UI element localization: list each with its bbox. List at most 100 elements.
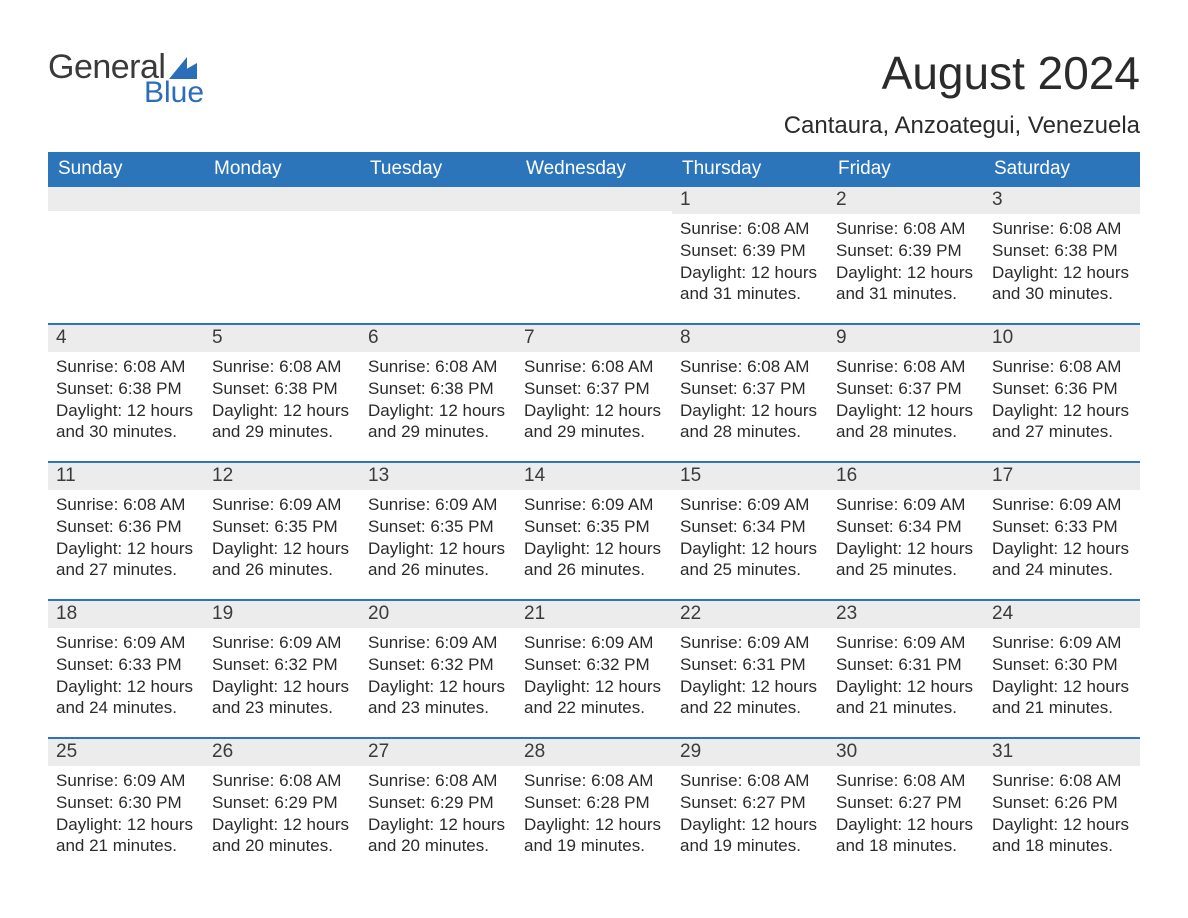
day-cell: 9Sunrise: 6:08 AMSunset: 6:37 PMDaylight… — [828, 325, 984, 461]
day-header: Sunday — [48, 152, 204, 187]
day-body: Sunrise: 6:09 AMSunset: 6:35 PMDaylight:… — [516, 490, 672, 599]
daylight-line: Daylight: 12 hours and 26 minutes. — [368, 538, 508, 582]
day-cell: 29Sunrise: 6:08 AMSunset: 6:27 PMDayligh… — [672, 739, 828, 875]
sunset-line: Sunset: 6:36 PM — [56, 516, 196, 538]
day-body — [516, 211, 672, 313]
sunrise-line: Sunrise: 6:08 AM — [836, 356, 976, 378]
sunrise-line: Sunrise: 6:08 AM — [680, 356, 820, 378]
sunset-line: Sunset: 6:35 PM — [212, 516, 352, 538]
day-number: 15 — [672, 463, 828, 490]
daylight-line: Daylight: 12 hours and 23 minutes. — [368, 676, 508, 720]
day-number: 21 — [516, 601, 672, 628]
sunset-line: Sunset: 6:26 PM — [992, 792, 1132, 814]
sunrise-line: Sunrise: 6:09 AM — [524, 632, 664, 654]
day-header: Thursday — [672, 152, 828, 187]
day-cell — [516, 187, 672, 323]
daylight-line: Daylight: 12 hours and 29 minutes. — [368, 400, 508, 444]
sunset-line: Sunset: 6:35 PM — [368, 516, 508, 538]
week-row: 25Sunrise: 6:09 AMSunset: 6:30 PMDayligh… — [48, 737, 1140, 875]
week-row: 18Sunrise: 6:09 AMSunset: 6:33 PMDayligh… — [48, 599, 1140, 737]
logo: General Blue — [48, 50, 204, 108]
day-body: Sunrise: 6:09 AMSunset: 6:32 PMDaylight:… — [360, 628, 516, 737]
sunset-line: Sunset: 6:39 PM — [680, 240, 820, 262]
daylight-line: Daylight: 12 hours and 26 minutes. — [524, 538, 664, 582]
day-body: Sunrise: 6:09 AMSunset: 6:30 PMDaylight:… — [984, 628, 1140, 737]
day-cell: 23Sunrise: 6:09 AMSunset: 6:31 PMDayligh… — [828, 601, 984, 737]
location-text: Cantaura, Anzoategui, Venezuela — [784, 112, 1140, 140]
day-body: Sunrise: 6:09 AMSunset: 6:33 PMDaylight:… — [48, 628, 204, 737]
sunrise-line: Sunrise: 6:08 AM — [836, 770, 976, 792]
day-cell: 6Sunrise: 6:08 AMSunset: 6:38 PMDaylight… — [360, 325, 516, 461]
sunset-line: Sunset: 6:38 PM — [992, 240, 1132, 262]
day-cell: 15Sunrise: 6:09 AMSunset: 6:34 PMDayligh… — [672, 463, 828, 599]
sunrise-line: Sunrise: 6:08 AM — [680, 770, 820, 792]
daylight-line: Daylight: 12 hours and 19 minutes. — [524, 814, 664, 858]
sunset-line: Sunset: 6:38 PM — [56, 378, 196, 400]
day-number: 6 — [360, 325, 516, 352]
sunrise-line: Sunrise: 6:08 AM — [992, 218, 1132, 240]
day-cell: 5Sunrise: 6:08 AMSunset: 6:38 PMDaylight… — [204, 325, 360, 461]
sunrise-line: Sunrise: 6:08 AM — [368, 356, 508, 378]
week-row: 4Sunrise: 6:08 AMSunset: 6:38 PMDaylight… — [48, 323, 1140, 461]
daylight-line: Daylight: 12 hours and 22 minutes. — [524, 676, 664, 720]
day-cell: 17Sunrise: 6:09 AMSunset: 6:33 PMDayligh… — [984, 463, 1140, 599]
daylight-line: Daylight: 12 hours and 28 minutes. — [680, 400, 820, 444]
day-cell: 7Sunrise: 6:08 AMSunset: 6:37 PMDaylight… — [516, 325, 672, 461]
calendar-grid: SundayMondayTuesdayWednesdayThursdayFrid… — [48, 152, 1140, 875]
day-cell: 2Sunrise: 6:08 AMSunset: 6:39 PMDaylight… — [828, 187, 984, 323]
sunset-line: Sunset: 6:31 PM — [836, 654, 976, 676]
daylight-line: Daylight: 12 hours and 31 minutes. — [680, 262, 820, 306]
sunset-line: Sunset: 6:30 PM — [56, 792, 196, 814]
day-body: Sunrise: 6:08 AMSunset: 6:27 PMDaylight:… — [672, 766, 828, 875]
day-cell: 4Sunrise: 6:08 AMSunset: 6:38 PMDaylight… — [48, 325, 204, 461]
sunrise-line: Sunrise: 6:09 AM — [992, 632, 1132, 654]
day-number: 25 — [48, 739, 204, 766]
daylight-line: Daylight: 12 hours and 31 minutes. — [836, 262, 976, 306]
day-cell: 16Sunrise: 6:09 AMSunset: 6:34 PMDayligh… — [828, 463, 984, 599]
day-cell: 25Sunrise: 6:09 AMSunset: 6:30 PMDayligh… — [48, 739, 204, 875]
day-number: 11 — [48, 463, 204, 490]
sunrise-line: Sunrise: 6:09 AM — [368, 632, 508, 654]
daylight-line: Daylight: 12 hours and 18 minutes. — [992, 814, 1132, 858]
day-number: 2 — [828, 187, 984, 214]
sunset-line: Sunset: 6:27 PM — [680, 792, 820, 814]
day-number: 12 — [204, 463, 360, 490]
day-body: Sunrise: 6:09 AMSunset: 6:31 PMDaylight:… — [828, 628, 984, 737]
day-body: Sunrise: 6:08 AMSunset: 6:29 PMDaylight:… — [360, 766, 516, 875]
day-cell: 26Sunrise: 6:08 AMSunset: 6:29 PMDayligh… — [204, 739, 360, 875]
title-block: August 2024 Cantaura, Anzoategui, Venezu… — [784, 50, 1140, 140]
day-body: Sunrise: 6:09 AMSunset: 6:32 PMDaylight:… — [516, 628, 672, 737]
day-body: Sunrise: 6:08 AMSunset: 6:37 PMDaylight:… — [672, 352, 828, 461]
sunset-line: Sunset: 6:31 PM — [680, 654, 820, 676]
day-number: 26 — [204, 739, 360, 766]
day-number — [204, 187, 360, 211]
page-header: General Blue August 2024 Cantaura, Anzoa… — [48, 50, 1140, 140]
day-number: 3 — [984, 187, 1140, 214]
day-cell: 18Sunrise: 6:09 AMSunset: 6:33 PMDayligh… — [48, 601, 204, 737]
day-body: Sunrise: 6:09 AMSunset: 6:30 PMDaylight:… — [48, 766, 204, 875]
day-number: 16 — [828, 463, 984, 490]
day-cell: 30Sunrise: 6:08 AMSunset: 6:27 PMDayligh… — [828, 739, 984, 875]
day-number: 22 — [672, 601, 828, 628]
sunrise-line: Sunrise: 6:08 AM — [56, 356, 196, 378]
sunrise-line: Sunrise: 6:08 AM — [992, 770, 1132, 792]
day-body: Sunrise: 6:09 AMSunset: 6:33 PMDaylight:… — [984, 490, 1140, 599]
sunset-line: Sunset: 6:37 PM — [680, 378, 820, 400]
month-title: August 2024 — [784, 50, 1140, 96]
day-number: 10 — [984, 325, 1140, 352]
day-cell: 27Sunrise: 6:08 AMSunset: 6:29 PMDayligh… — [360, 739, 516, 875]
day-number: 23 — [828, 601, 984, 628]
daylight-line: Daylight: 12 hours and 26 minutes. — [212, 538, 352, 582]
day-body — [204, 211, 360, 313]
daylight-line: Daylight: 12 hours and 20 minutes. — [212, 814, 352, 858]
sunrise-line: Sunrise: 6:09 AM — [212, 632, 352, 654]
sunrise-line: Sunrise: 6:08 AM — [56, 494, 196, 516]
day-cell: 10Sunrise: 6:08 AMSunset: 6:36 PMDayligh… — [984, 325, 1140, 461]
day-number: 29 — [672, 739, 828, 766]
daylight-line: Daylight: 12 hours and 22 minutes. — [680, 676, 820, 720]
day-body: Sunrise: 6:08 AMSunset: 6:38 PMDaylight:… — [984, 214, 1140, 323]
sunset-line: Sunset: 6:32 PM — [212, 654, 352, 676]
day-body: Sunrise: 6:08 AMSunset: 6:38 PMDaylight:… — [48, 352, 204, 461]
day-number: 18 — [48, 601, 204, 628]
day-cell — [360, 187, 516, 323]
